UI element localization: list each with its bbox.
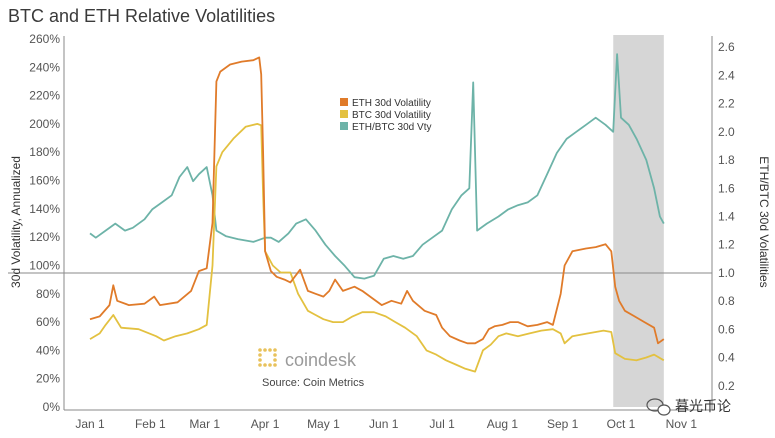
coindesk-logo-icon	[273, 348, 277, 352]
right-tick-label: 0.2	[718, 379, 735, 393]
left-tick-label: 260%	[29, 32, 60, 46]
right-tick-label: 2.6	[718, 40, 735, 54]
watermark-source: Source: Coin Metrics	[262, 377, 365, 389]
legend-item: ETH 30d Volatility	[352, 98, 431, 109]
legend-item: ETH/BTC 30d Vty	[352, 122, 431, 133]
left-tick-label: 40%	[36, 343, 60, 357]
coindesk-logo-icon	[268, 363, 272, 367]
coindesk-logo-icon	[273, 353, 277, 357]
coindesk-logo-icon	[268, 348, 272, 352]
coindesk-logo-icon	[273, 358, 277, 362]
x-tick-label: Oct 1	[607, 417, 636, 431]
left-tick-label: 240%	[29, 60, 60, 74]
chart-title: BTC and ETH Relative Volatilities	[8, 6, 276, 26]
x-tick-label: May 1	[307, 417, 340, 431]
legend-swatch	[340, 98, 348, 106]
x-tick-label: Mar 1	[189, 417, 220, 431]
right-tick-label: 0.8	[718, 294, 735, 308]
right-tick-label: 2.4	[718, 68, 735, 82]
wechat-icon	[657, 404, 671, 416]
right-tick-label: 1.6	[718, 181, 735, 195]
right-tick-label: 2.0	[718, 125, 735, 139]
legend-swatch	[340, 110, 348, 118]
left-tick-label: 120%	[29, 230, 60, 244]
left-tick-label: 60%	[36, 315, 60, 329]
coindesk-logo-icon	[273, 363, 277, 367]
right-tick-label: 1.0	[718, 266, 735, 280]
left-tick-label: 140%	[29, 202, 60, 216]
right-tick-label: 1.8	[718, 153, 735, 167]
x-tick-label: Nov 1	[666, 417, 698, 431]
right-tick-label: 1.2	[718, 238, 735, 252]
left-axis-label: 30d Volatility, Annualized	[9, 156, 23, 288]
coindesk-logo-icon	[258, 353, 262, 357]
left-tick-label: 220%	[29, 89, 60, 103]
right-tick-label: 1.4	[718, 210, 735, 224]
coindesk-logo-icon	[258, 363, 262, 367]
watermark-brand: coindesk	[285, 350, 357, 370]
x-tick-label: Aug 1	[487, 417, 519, 431]
legend-swatch	[340, 122, 348, 130]
left-tick-label: 80%	[36, 287, 60, 301]
x-tick-label: Jul 1	[429, 417, 455, 431]
x-tick-label: Feb 1	[135, 417, 166, 431]
btc-30d-volatility-line	[89, 123, 665, 373]
right-axis-label: ETH/BTC 30d Volatilities	[757, 156, 771, 287]
eth-btc-30d-vty-line	[89, 53, 665, 280]
right-tick-label: 0.6	[718, 322, 735, 336]
coindesk-logo-icon	[263, 348, 267, 352]
right-tick-label: 0.4	[718, 351, 735, 365]
left-tick-label: 180%	[29, 145, 60, 159]
right-tick-label: 2.2	[718, 97, 735, 111]
x-tick-label: Jun 1	[369, 417, 399, 431]
left-tick-label: 20%	[36, 372, 60, 386]
x-tick-label: Sep 1	[547, 417, 579, 431]
eth-30d-volatility-line	[89, 56, 665, 345]
left-tick-label: 200%	[29, 117, 60, 131]
coindesk-logo-icon	[258, 358, 262, 362]
x-tick-label: Apr 1	[251, 417, 280, 431]
left-tick-label: 100%	[29, 258, 60, 272]
legend-item: BTC 30d Volatility	[352, 110, 431, 121]
left-tick-label: 160%	[29, 174, 60, 188]
x-tick-label: Jan 1	[75, 417, 105, 431]
coindesk-logo-icon	[263, 363, 267, 367]
wechat-account-name: 暮光币论	[675, 399, 731, 415]
shaded-region	[613, 35, 664, 407]
coindesk-logo-icon	[258, 348, 262, 352]
left-tick-label: 0%	[43, 400, 61, 414]
